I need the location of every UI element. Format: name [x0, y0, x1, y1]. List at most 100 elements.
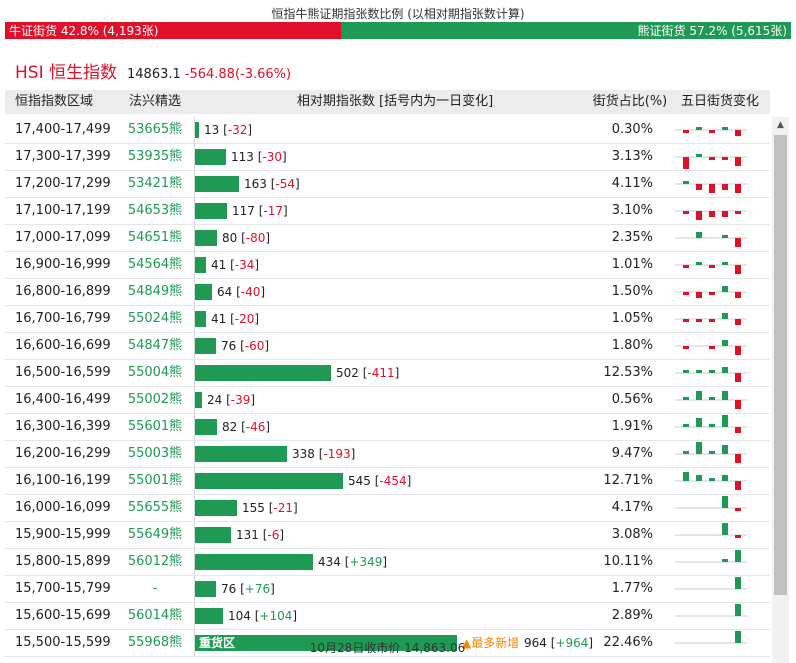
sparkline-bar — [709, 211, 715, 217]
sparkline-bar — [735, 535, 741, 538]
contracts-bar: 重货区 — [195, 635, 457, 651]
contracts-delta: -20 — [234, 312, 255, 326]
row-share: 1.77% — [611, 581, 653, 596]
contracts-count: 24 — [207, 393, 223, 407]
contracts-bar — [195, 392, 202, 408]
row-contracts-cell: 104 [+104] — [195, 603, 595, 629]
row-warrant-code[interactable]: 55002熊 — [127, 392, 183, 407]
contracts-delta: -6 — [267, 528, 280, 542]
sparkline-bar — [735, 292, 741, 298]
index-quote: HSI 恒生指数 14863.1 -564.88(-3.66%) — [15, 58, 291, 83]
column-divider — [194, 387, 195, 413]
row-share: 2.35% — [611, 230, 653, 245]
five-day-sparkline — [675, 631, 747, 644]
contracts-delta: -80 — [245, 231, 266, 245]
sparkline-bar — [683, 181, 689, 184]
row-contracts-cell: 338 [-193] — [195, 441, 595, 467]
contracts-count: 338 — [292, 447, 315, 461]
sparkline-bar — [709, 265, 715, 268]
sparkline-bar — [735, 481, 741, 490]
bear-ratio-segment: 熊证街货 57.2% (5,615张) — [341, 22, 791, 39]
row-warrant-code[interactable]: 55003熊 — [127, 446, 183, 461]
contracts-count: 64 — [217, 285, 233, 299]
column-divider — [194, 522, 195, 548]
row-warrant-code[interactable]: 55968熊 — [127, 635, 183, 650]
contracts-label: 13 [-32] — [204, 123, 253, 137]
sparkline-bar — [709, 292, 715, 295]
contracts-delta: -17 — [263, 204, 284, 218]
five-day-sparkline — [675, 391, 747, 409]
bull-bear-ratio-bar: 牛证街货 42.8% (4,193张) 熊证街货 57.2% (5,615张) — [5, 22, 791, 39]
row-warrant-code[interactable]: 55655熊 — [127, 500, 183, 515]
row-contracts-cell: 64 [-40] — [195, 279, 595, 305]
contracts-delta: +349 — [349, 555, 383, 569]
scrollbar[interactable]: ▲ — [772, 117, 789, 663]
row-range: 16,200-16,299 — [15, 446, 111, 461]
bull-ratio-label: 牛证街货 42.8% (4,193张) — [9, 24, 159, 38]
row-warrant-code[interactable]: 54653熊 — [127, 203, 183, 218]
row-warrant-code[interactable]: 54651熊 — [127, 230, 183, 245]
index-name: HSI 恒生指数 — [15, 63, 117, 83]
contracts-label: 104 [+104] — [228, 609, 298, 623]
contracts-delta: -46 — [245, 420, 266, 434]
row-contracts-cell: 76 [+76] — [195, 576, 595, 602]
sparkline-bar — [722, 415, 728, 427]
row-range: 15,500-15,599 — [15, 635, 111, 650]
sparkline-bar — [735, 508, 741, 511]
row-warrant-code[interactable]: 53665熊 — [127, 122, 183, 137]
row-warrant-code[interactable]: 55004熊 — [127, 365, 183, 380]
contracts-label: 113 [-30] — [231, 150, 287, 164]
row-range: 16,000-16,099 — [15, 500, 111, 515]
row-warrant-code[interactable]: 55601熊 — [127, 419, 183, 434]
contracts-count: 13 — [204, 123, 220, 137]
row-contracts-cell: 117 [-17] — [195, 198, 595, 224]
contracts-bar — [195, 365, 331, 381]
contracts-count: 41 — [211, 312, 227, 326]
row-warrant-code[interactable]: 55001熊 — [127, 473, 183, 488]
contracts-delta: -193 — [323, 447, 351, 461]
contracts-bar — [195, 284, 212, 300]
contracts-delta: +964 — [555, 636, 589, 650]
column-divider — [194, 306, 195, 332]
scroll-up-arrow-icon[interactable]: ▲ — [777, 120, 784, 130]
row-range: 16,900-16,999 — [15, 257, 111, 272]
column-divider — [194, 117, 195, 143]
sparkline-bar — [722, 445, 728, 454]
sparkline-bar — [696, 262, 702, 265]
sparkline-bar — [722, 391, 728, 400]
row-warrant-code[interactable]: 53935熊 — [127, 149, 183, 164]
row-contracts-cell: 434 [+349] — [195, 549, 595, 575]
five-day-sparkline — [675, 313, 747, 325]
row-warrant-code[interactable]: 55024熊 — [127, 311, 183, 326]
row-warrant-code[interactable]: 55649熊 — [127, 527, 183, 542]
table-row: 17,200-17,299 53421熊 163 [-54] 4.11% — [5, 171, 770, 198]
table-row: 15,800-15,899 56012熊 434 [+349] 10.11% — [5, 549, 770, 576]
row-warrant-code[interactable]: 54849熊 — [127, 284, 183, 299]
row-warrant-code[interactable]: 54847熊 — [127, 338, 183, 353]
sparkline-bar — [683, 292, 689, 295]
row-warrant-code[interactable]: 54564熊 — [127, 257, 183, 272]
sparkline-bar — [722, 496, 728, 508]
contracts-bar — [195, 257, 206, 273]
row-warrant-code[interactable]: 56014熊 — [127, 608, 183, 623]
row-range: 15,800-15,899 — [15, 554, 111, 569]
table-row: 15,700-15,799 - 76 [+76] 1.77% — [5, 576, 770, 603]
sparkline-bar — [735, 400, 741, 409]
row-warrant-code[interactable]: 56012熊 — [127, 554, 183, 569]
contracts-label: 82 [-46] — [222, 420, 271, 434]
contracts-label: 24 [-39] — [207, 393, 256, 407]
five-day-sparkline — [675, 415, 747, 433]
scrollbar-thumb[interactable] — [774, 135, 787, 595]
five-day-sparkline — [675, 367, 747, 382]
row-contracts-cell: 163 [-54] — [195, 171, 595, 197]
contracts-delta: +76 — [244, 582, 271, 596]
sparkline-bar — [696, 391, 702, 400]
sparkline-bar — [696, 418, 702, 427]
table-row: 15,600-15,699 56014熊 104 [+104] 2.89% — [5, 603, 770, 630]
row-contracts-cell: 80 [-80] — [195, 225, 595, 251]
row-range: 16,300-16,399 — [15, 419, 111, 434]
row-warrant-code[interactable]: 53421熊 — [127, 176, 183, 191]
row-share: 1.91% — [611, 419, 653, 434]
contracts-label: 76 [-60] — [221, 339, 270, 353]
sparkline-bar — [722, 559, 728, 562]
